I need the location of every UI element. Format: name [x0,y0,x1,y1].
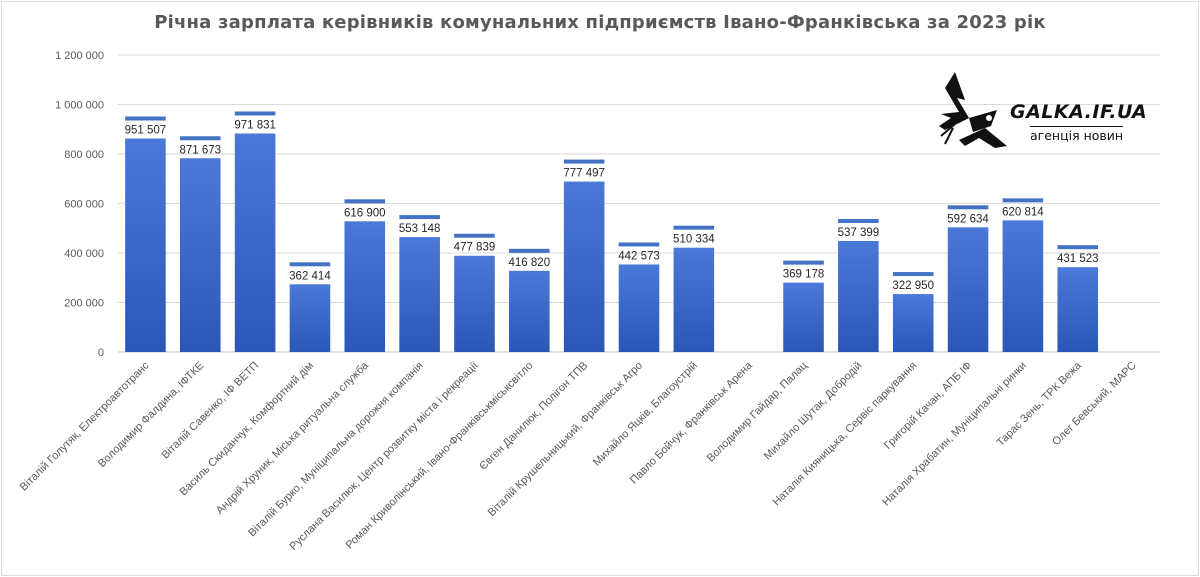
data-label: 537 399 [838,227,880,239]
data-label: 477 839 [454,242,496,254]
bird-icon [939,72,1007,148]
data-label: 442 573 [618,250,660,262]
y-axis-ticks: 0 200 000 400 000 600 000 800 000 1 000 000 1 … [55,50,104,359]
y-tick-label: 800 000 [64,149,104,161]
x-axis-ticks: Віталій Голутяк, ЕлектроавтотрансВолодим… [18,359,1139,553]
x-tick-label: Руслана Василюк, Центр розвитку міста і … [287,360,480,553]
data-label: 871 673 [179,144,221,156]
x-tick-label: Володимир Фалдина, ІФТКЕ [96,360,206,470]
bar-cap [454,233,495,238]
x-tick-label: Віталій Савенко, ІФ ВЕТП [159,360,261,462]
data-label: 777 497 [563,168,605,180]
bar-cap [892,272,934,277]
bar-cap [509,248,550,253]
bar [399,237,440,352]
bar [947,227,989,352]
bar [783,282,824,352]
bar-cap [947,205,989,210]
x-tick-label: Михайло Яцків, Благоустрій [591,360,700,469]
bar-cap [234,111,276,116]
data-label: 510 334 [673,234,715,246]
y-tick-label: 1 200 000 [55,50,104,62]
bar-cap [1002,198,1044,203]
bar [454,255,495,352]
x-tick-label: Роман Криволінський, Івано-Франківськміс… [344,360,536,552]
bar-cap [344,199,386,204]
bar [563,181,605,352]
data-label: 620 814 [1002,206,1044,218]
logo-tagline: агенція новин [1030,126,1124,143]
bar [618,264,660,352]
bar-cap [125,116,166,121]
x-tick-label: Володимир Гайдар, Палац [705,359,810,464]
data-label: 369 178 [783,269,825,281]
bar-cap [673,225,715,230]
bar [1002,220,1044,352]
x-tick-label: Михайло Шутак, Добродій [762,360,865,463]
galka-logo [935,70,1135,165]
data-label: 616 900 [344,207,386,219]
y-tick-label: 1 000 000 [55,100,104,112]
data-label: 416 820 [509,257,551,269]
chart-title: Річна зарплата керівників комунальних пі… [154,12,1046,33]
y-tick-label: 0 [98,347,104,359]
bar [344,221,386,352]
bar [289,284,331,352]
x-tick-label: Євген Данилюк, Полігон ТПВ [477,360,590,473]
data-label: 362 414 [289,270,331,282]
bar-cap [838,218,879,223]
bar [125,138,166,352]
bar-cap [179,136,221,141]
bar-cap [618,242,660,247]
data-label: 322 950 [892,280,934,292]
bar [838,240,879,352]
data-label: 951 507 [125,125,167,137]
y-tick-label: 600 000 [64,199,104,211]
data-label: 592 634 [947,213,989,225]
bar [179,158,221,352]
y-tick-label: 400 000 [64,248,104,260]
bar-cap [563,159,605,164]
data-label: 431 523 [1057,253,1099,265]
x-tick-label: Павло Бойчук, Франківськ Арена [628,359,756,487]
data-labels: 951 507 871 673 971 831 362 414 616 900 553 1… [125,119,1099,292]
y-tick-label: 200 000 [64,298,104,310]
bar [892,294,934,352]
logo-name: GALKA.IF.UA [1010,101,1148,123]
bar-cap [1057,245,1099,250]
bar-cap [399,215,440,220]
bar [509,270,550,352]
data-label: 971 831 [234,119,276,131]
bar [1057,267,1099,352]
bar [234,133,276,352]
data-label: 553 148 [399,223,441,235]
bar [673,247,715,352]
bar-cap [289,262,331,267]
bar-cap [783,260,824,265]
bars [125,111,1099,352]
